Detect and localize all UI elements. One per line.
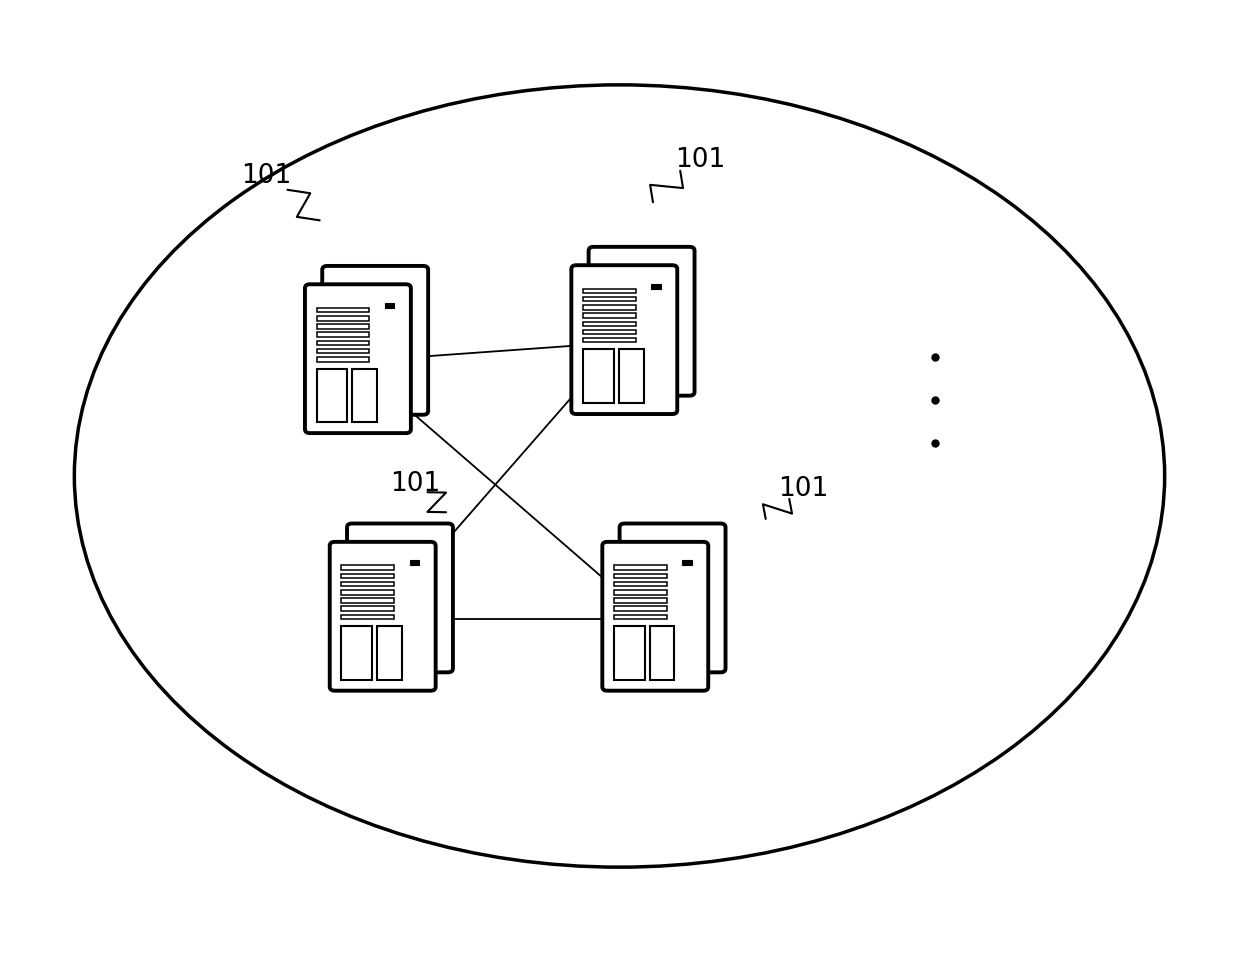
Bar — [584, 290, 636, 294]
Bar — [615, 566, 667, 570]
FancyBboxPatch shape — [589, 248, 695, 396]
Bar — [317, 309, 369, 313]
Bar — [342, 607, 394, 611]
FancyBboxPatch shape — [305, 285, 411, 434]
Bar — [352, 369, 377, 423]
FancyBboxPatch shape — [322, 267, 429, 416]
Bar — [410, 560, 419, 566]
Bar — [615, 582, 667, 587]
Bar — [649, 626, 674, 680]
FancyBboxPatch shape — [571, 266, 678, 415]
Bar — [317, 325, 369, 330]
Bar — [317, 357, 369, 362]
Bar — [342, 574, 394, 578]
Bar — [342, 598, 394, 603]
Bar — [683, 560, 691, 566]
Bar — [317, 369, 347, 423]
Bar — [584, 306, 636, 311]
Text: 101: 101 — [675, 147, 725, 173]
Bar — [584, 314, 636, 318]
Bar — [584, 322, 636, 327]
Bar — [342, 566, 394, 570]
Bar — [615, 591, 667, 595]
Bar — [377, 626, 401, 680]
Text: 101: 101 — [242, 163, 291, 190]
Bar — [652, 284, 660, 290]
Bar — [584, 297, 636, 302]
Bar — [615, 626, 644, 680]
FancyBboxPatch shape — [620, 524, 726, 673]
FancyBboxPatch shape — [347, 524, 453, 673]
Bar — [615, 598, 667, 603]
Bar — [584, 338, 636, 343]
Bar — [584, 350, 613, 404]
Bar — [385, 303, 394, 309]
Bar — [317, 341, 369, 346]
Bar — [618, 350, 643, 404]
Bar — [342, 591, 394, 595]
Ellipse shape — [74, 86, 1165, 867]
Bar — [584, 331, 636, 335]
Bar — [615, 574, 667, 578]
Bar — [317, 350, 369, 354]
Bar — [342, 582, 394, 587]
Text: 101: 101 — [778, 476, 828, 502]
Text: 101: 101 — [390, 470, 440, 497]
Bar — [342, 615, 394, 619]
Bar — [615, 607, 667, 611]
Bar — [317, 334, 369, 337]
Bar — [342, 626, 372, 680]
Bar — [317, 316, 369, 321]
FancyBboxPatch shape — [330, 542, 436, 691]
FancyBboxPatch shape — [602, 542, 709, 691]
Bar — [615, 615, 667, 619]
